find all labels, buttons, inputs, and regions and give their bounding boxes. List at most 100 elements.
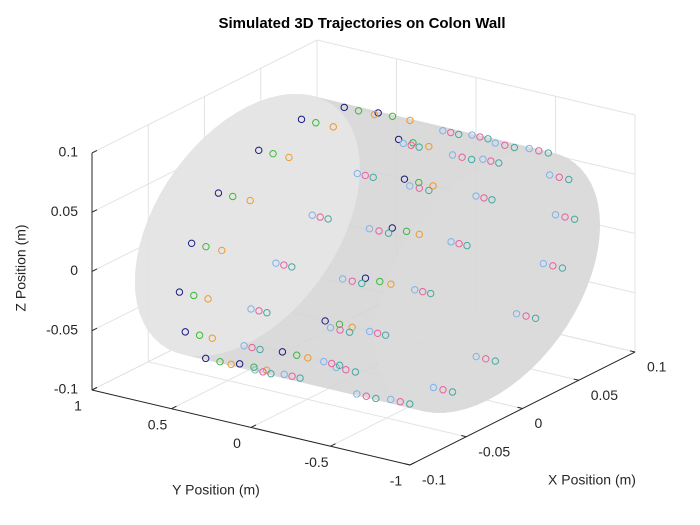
- trajectory-point: [247, 305, 255, 313]
- trajectory-point: [229, 192, 237, 201]
- x-tick: [461, 435, 467, 438]
- trajectory-point: [361, 274, 370, 282]
- trajectory-point: [487, 157, 495, 165]
- trajectory-point: [425, 142, 433, 151]
- y-tick: [409, 462, 416, 466]
- trajectory-point: [407, 141, 415, 149]
- trajectory-point: [369, 173, 377, 182]
- trajectory-point: [439, 126, 447, 135]
- trajectory-point: [175, 288, 184, 296]
- trajectory-point: [218, 246, 226, 255]
- trajectory-point: [190, 291, 198, 300]
- trajectory-point: [296, 374, 304, 382]
- trajectory-point: [406, 400, 414, 408]
- y-tick: [91, 387, 98, 391]
- trajectory-point: [429, 383, 438, 392]
- trajectory-point: [365, 225, 374, 233]
- trajectory-point: [394, 135, 403, 144]
- trajectory-point: [304, 354, 312, 362]
- x-tick-label: -0.05: [478, 443, 510, 459]
- trajectory-point: [354, 107, 363, 115]
- z-axis-label: Z Position (m): [13, 224, 29, 311]
- trajectory-point: [321, 317, 329, 325]
- trajectory-point: [272, 259, 280, 267]
- trajectory-point: [406, 182, 414, 190]
- trajectory-point: [353, 390, 361, 398]
- trajectory-point: [501, 141, 509, 149]
- x-tick: [629, 350, 636, 353]
- trajectory-point: [406, 116, 414, 125]
- trajectory-point: [565, 175, 573, 184]
- trajectory-point: [202, 354, 210, 363]
- trajectory-point: [342, 366, 350, 374]
- trajectory-point: [353, 169, 362, 178]
- trajectory-point: [455, 130, 463, 139]
- trajectory-point: [429, 182, 437, 190]
- trajectory-point: [510, 143, 519, 152]
- trajectory-point: [216, 358, 224, 366]
- trajectory-point: [204, 295, 212, 303]
- trajectory-point: [512, 310, 521, 318]
- trajectory-point: [468, 131, 476, 139]
- trajectory-point: [381, 331, 390, 339]
- trajectory-point: [535, 147, 543, 155]
- trajectory-point: [329, 123, 337, 131]
- trajectory-point: [280, 261, 288, 269]
- trajectory-point: [551, 211, 560, 219]
- trajectory-point: [396, 398, 404, 406]
- trajectory-point: [415, 143, 423, 151]
- colon-wall-end: [375, 150, 601, 413]
- trajectory-point: [375, 227, 383, 235]
- trajectory-point: [308, 211, 316, 219]
- trajectory-point: [525, 144, 533, 153]
- trajectory-point: [439, 386, 447, 394]
- trajectory-point: [447, 128, 455, 137]
- trajectory-point: [399, 139, 407, 148]
- trajectory-point: [255, 307, 263, 315]
- trajectory-point: [411, 286, 419, 294]
- trajectory-point: [358, 279, 366, 288]
- trajectory-point: [267, 370, 275, 378]
- y-tick-label: -0.5: [304, 454, 328, 470]
- trajectory-point: [426, 289, 435, 298]
- z-tick-label: 0: [70, 262, 78, 278]
- trajectory-point: [288, 263, 296, 271]
- trajectory-point: [415, 178, 423, 187]
- trajectory-point: [415, 184, 424, 192]
- trajectory-point: [202, 242, 210, 251]
- trajectory-point: [324, 215, 332, 223]
- trajectory-point: [463, 241, 471, 250]
- trajectory-point: [544, 149, 553, 157]
- z-tick: [91, 268, 98, 272]
- trajectory-point: [545, 171, 554, 179]
- trajectory-point: [387, 395, 395, 404]
- trajectory-point: [388, 224, 396, 232]
- trajectory-point: [345, 328, 354, 336]
- trajectory-point: [370, 110, 379, 119]
- trajectory-point: [570, 215, 579, 223]
- y-tick: [330, 443, 336, 447]
- trajectory-point: [365, 327, 374, 336]
- trajectory-point: [472, 352, 480, 361]
- trajectory-point: [491, 139, 499, 147]
- trajectory-point: [208, 334, 217, 342]
- trajectory-point: [495, 159, 503, 167]
- z-tick-label: -0.1: [54, 381, 78, 397]
- grid-line: [91, 39, 318, 154]
- x-axis-label: X Position (m): [548, 472, 636, 488]
- trajectory-point: [373, 329, 382, 338]
- trajectory-point: [248, 343, 256, 352]
- trajectory-point: [448, 388, 457, 396]
- trajectory-point: [472, 192, 480, 200]
- x-tick: [404, 463, 411, 466]
- trajectory-point: [338, 275, 347, 283]
- trajectory-point: [531, 314, 540, 322]
- trajectory-point: [255, 146, 263, 155]
- trajectory-point: [384, 229, 393, 237]
- trajectory-point: [558, 264, 567, 272]
- trajectory-point: [447, 238, 455, 246]
- trajectory-point: [425, 186, 433, 195]
- trajectory-point: [340, 103, 348, 112]
- x-tick: [573, 378, 579, 381]
- trajectory-point: [361, 171, 369, 180]
